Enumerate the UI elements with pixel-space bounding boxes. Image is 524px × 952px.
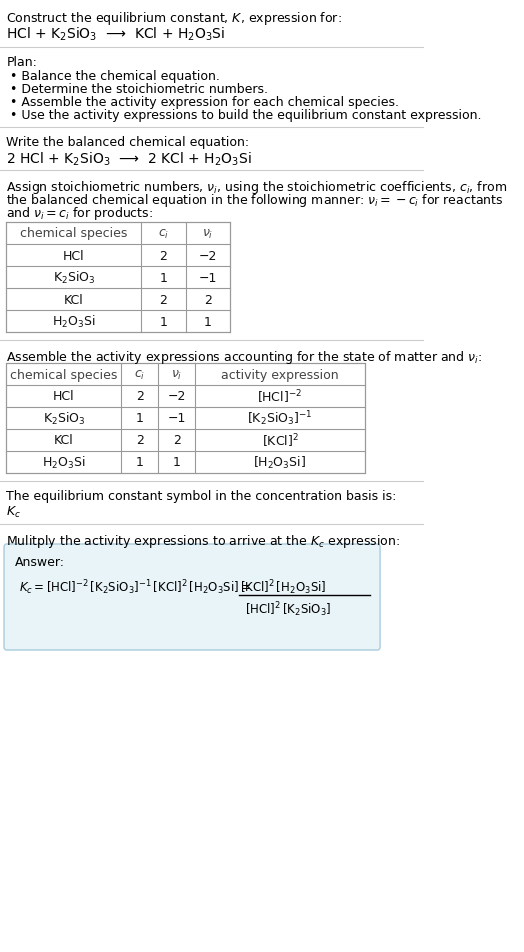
- Text: $K_c = [\mathrm{HCl}]^{-2}\,[\mathrm{K_2SiO_3}]^{-1}\,[\mathrm{KCl}]^2\,[\mathrm: $K_c = [\mathrm{HCl}]^{-2}\,[\mathrm{K_2…: [18, 578, 250, 596]
- Text: • Assemble the activity expression for each chemical species.: • Assemble the activity expression for e…: [9, 96, 399, 109]
- Text: −1: −1: [199, 271, 217, 285]
- Text: 2: 2: [136, 434, 144, 447]
- Text: 2 HCl + K$_2$SiO$_3$  ⟶  2 KCl + H$_2$O$_3$Si: 2 HCl + K$_2$SiO$_3$ ⟶ 2 KCl + H$_2$O$_3…: [6, 150, 252, 169]
- Text: • Determine the stoichiometric numbers.: • Determine the stoichiometric numbers.: [9, 83, 268, 96]
- Text: KCl: KCl: [54, 434, 74, 447]
- Text: chemical species: chemical species: [20, 228, 127, 240]
- Text: 2: 2: [159, 249, 167, 262]
- Text: KCl: KCl: [64, 293, 84, 307]
- Text: 1: 1: [173, 456, 181, 469]
- Text: −2: −2: [168, 390, 186, 403]
- Text: 2: 2: [136, 390, 144, 403]
- Bar: [6, 364, 365, 473]
- Text: 1: 1: [136, 456, 144, 469]
- Text: $\nu_i$: $\nu_i$: [202, 228, 213, 240]
- Text: $[\mathrm{KCl}]^2\,[\mathrm{H_2O_3Si}]$: $[\mathrm{KCl}]^2\,[\mathrm{H_2O_3Si}]$: [241, 578, 327, 597]
- Text: 2: 2: [173, 434, 181, 447]
- Text: 1: 1: [136, 412, 144, 425]
- Text: Construct the equilibrium constant, $K$, expression for:: Construct the equilibrium constant, $K$,…: [6, 10, 342, 27]
- Text: −1: −1: [168, 412, 186, 425]
- Text: and $\nu_i = c_i$ for products:: and $\nu_i = c_i$ for products:: [6, 205, 154, 222]
- Text: • Use the activity expressions to build the equilibrium constant expression.: • Use the activity expressions to build …: [9, 109, 481, 122]
- Text: The equilibrium constant symbol in the concentration basis is:: The equilibrium constant symbol in the c…: [6, 489, 397, 503]
- Text: [KCl]$^2$: [KCl]$^2$: [261, 432, 299, 449]
- Text: Plan:: Plan:: [6, 56, 37, 69]
- Text: 1: 1: [159, 271, 167, 285]
- Text: activity expression: activity expression: [221, 368, 339, 381]
- Text: Assign stoichiometric numbers, $\nu_i$, using the stoichiometric coefficients, $: Assign stoichiometric numbers, $\nu_i$, …: [6, 179, 508, 196]
- Text: K$_2$SiO$_3$: K$_2$SiO$_3$: [52, 269, 95, 286]
- Text: $[\mathrm{HCl}]^2\,[\mathrm{K_2SiO_3}]$: $[\mathrm{HCl}]^2\,[\mathrm{K_2SiO_3}]$: [245, 600, 331, 619]
- Text: 2: 2: [204, 293, 212, 307]
- Text: HCl + K$_2$SiO$_3$  ⟶  KCl + H$_2$O$_3$Si: HCl + K$_2$SiO$_3$ ⟶ KCl + H$_2$O$_3$Si: [6, 26, 226, 44]
- Text: $\nu_i$: $\nu_i$: [171, 368, 182, 381]
- Text: [K$_2$SiO$_3$]$^{-1}$: [K$_2$SiO$_3$]$^{-1}$: [247, 409, 313, 427]
- Text: HCl: HCl: [53, 390, 74, 403]
- Text: Assemble the activity expressions accounting for the state of matter and $\nu_i$: Assemble the activity expressions accoun…: [6, 348, 483, 366]
- Text: H$_2$O$_3$Si: H$_2$O$_3$Si: [52, 313, 95, 329]
- Text: $c_i$: $c_i$: [134, 368, 145, 381]
- Text: Write the balanced chemical equation:: Write the balanced chemical equation:: [6, 136, 249, 149]
- Text: 1: 1: [204, 315, 212, 328]
- FancyBboxPatch shape: [4, 545, 380, 650]
- Bar: [6, 223, 230, 332]
- Text: the balanced chemical equation in the following manner: $\nu_i = -c_i$ for react: the balanced chemical equation in the fo…: [6, 191, 504, 208]
- Text: $K_c$: $K_c$: [6, 505, 21, 520]
- Text: Mulitply the activity expressions to arrive at the $K_c$ expression:: Mulitply the activity expressions to arr…: [6, 532, 401, 549]
- Text: HCl: HCl: [63, 249, 85, 262]
- Text: [H$_2$O$_3$Si]: [H$_2$O$_3$Si]: [254, 454, 307, 470]
- Text: [HCl]$^{-2}$: [HCl]$^{-2}$: [257, 387, 302, 406]
- Text: 2: 2: [159, 293, 167, 307]
- Text: H$_2$O$_3$Si: H$_2$O$_3$Si: [42, 454, 85, 470]
- Text: chemical species: chemical species: [10, 368, 117, 381]
- Text: Answer:: Answer:: [15, 555, 64, 568]
- Text: K$_2$SiO$_3$: K$_2$SiO$_3$: [42, 410, 85, 426]
- Text: $c_i$: $c_i$: [158, 228, 169, 240]
- Text: • Balance the chemical equation.: • Balance the chemical equation.: [9, 69, 220, 83]
- Text: 1: 1: [159, 315, 167, 328]
- Text: −2: −2: [199, 249, 217, 262]
